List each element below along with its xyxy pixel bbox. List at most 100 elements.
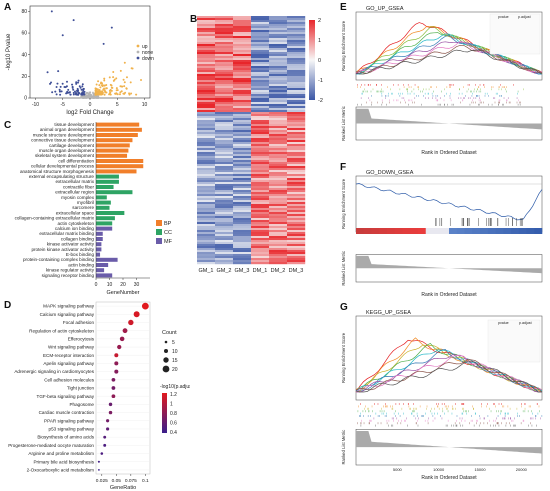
heatmap-cell: [197, 164, 216, 167]
heatmap-cell: [287, 186, 306, 189]
heatmap-cell: [197, 176, 216, 179]
heatmap-cell: [251, 164, 270, 167]
heatmap-cell: [197, 132, 216, 135]
heatmap-cell: [251, 220, 270, 223]
heatmap-cell: [233, 246, 252, 249]
heatmap-cell: [197, 180, 216, 183]
point-down: [56, 82, 59, 85]
dot: [141, 302, 149, 310]
heatmap-cell: [233, 252, 252, 255]
heatmap-cell: [197, 246, 216, 249]
heatmap-cell: [269, 54, 288, 57]
heatmap-cell: [287, 88, 306, 91]
heatmap-cell: [233, 144, 252, 147]
heatmap-cell: [287, 192, 306, 195]
heatmap-cell: [287, 80, 306, 83]
bar-category-label: tissue development: [54, 122, 94, 127]
dot: [119, 336, 125, 342]
heatmap-cell: [269, 128, 288, 131]
heatmap-cell: [215, 98, 234, 101]
heatmap-cell: [269, 194, 288, 197]
point-down: [78, 85, 81, 88]
heatmap-cell: [269, 132, 288, 135]
point-down: [55, 86, 58, 89]
heatmap-cell: [197, 94, 216, 97]
heatmap-cell: [215, 254, 234, 257]
heatmap-cell: [215, 188, 234, 191]
enrichment-curve: [355, 183, 543, 221]
enrichment-curve: [355, 41, 543, 75]
heatmap-cell: [197, 248, 216, 251]
heatmap-cell: [287, 48, 306, 51]
heatmap-cell: [287, 228, 306, 231]
heatmap-cell: [287, 262, 306, 265]
gsea-title: KEGG_UP_GSEA: [366, 310, 411, 316]
heatmap-cell: [197, 48, 216, 51]
dot: [106, 427, 110, 431]
heatmap-cell: [197, 102, 216, 105]
color-legend-label: 0.4: [170, 430, 177, 436]
heatmap-cell: [233, 166, 252, 169]
heatmap-cell: [251, 32, 270, 35]
legend-label: up: [142, 44, 148, 50]
heatmap-cell: [233, 16, 252, 19]
heatmap-cell: [269, 56, 288, 59]
heatmap-cell: [251, 196, 270, 199]
heatmap-cell: [269, 122, 288, 125]
heatmap-cell: [233, 188, 252, 191]
heatmap-cell: [269, 150, 288, 153]
point-down: [67, 88, 70, 91]
point-down: [58, 88, 61, 91]
heatmap-cell: [197, 74, 216, 77]
point-up: [112, 71, 115, 74]
heatmap-cell: [287, 244, 306, 247]
legend-label: CC: [164, 230, 172, 236]
stats-table: [487, 319, 541, 363]
x-tick-label: 15000: [474, 467, 486, 472]
heatmap-cell: [269, 196, 288, 199]
heatmap-cell: [197, 234, 216, 237]
heatmap-cell: [215, 48, 234, 51]
heatmap-cell: [251, 242, 270, 245]
bar-category-label: skeletal system development: [35, 153, 95, 158]
heatmap-cell: [215, 16, 234, 19]
heatmap-cell: [287, 152, 306, 155]
heatmap-cell: [215, 74, 234, 77]
heatmap-cell: [269, 228, 288, 231]
heatmap-cell: [287, 54, 306, 57]
ranked-metric-area: [356, 108, 542, 130]
dot: [100, 452, 104, 455]
point-down: [61, 34, 64, 37]
heatmap-cell: [251, 246, 270, 249]
heatmap-cell: [197, 66, 216, 69]
gsea-go-down-plot: GO_DOWN_GSEA Running Enrichment Score Rank…: [341, 170, 543, 298]
dot: [108, 410, 113, 415]
bar: [96, 179, 119, 184]
heatmap-cell: [287, 204, 306, 207]
heatmap-cell: [251, 250, 270, 253]
heatmap-cell: [287, 230, 306, 233]
heatmap-cell: [233, 102, 252, 105]
heatmap-cell: [287, 148, 306, 151]
x-tick-label: 20000: [516, 467, 528, 472]
heatmap-cell: [251, 140, 270, 143]
heatmap-cell: [215, 198, 234, 201]
heatmap-cell: [251, 52, 270, 55]
heatmap-cell: [269, 80, 288, 83]
point-up: [114, 92, 117, 95]
heatmap-cell: [233, 38, 252, 41]
heatmap-cell: [251, 122, 270, 125]
heatmap-cell: [197, 110, 216, 113]
x-tick-label: 0.075: [125, 478, 137, 484]
heatmap-cell: [215, 90, 234, 93]
heatmap-cell: [215, 100, 234, 103]
heatmap-cell: [215, 230, 234, 233]
heatmap-cell: [251, 210, 270, 213]
dot: [111, 386, 116, 390]
heatmap-cell: [287, 232, 306, 235]
rank-color-band: [441, 228, 450, 234]
heatmap-cell: [215, 130, 234, 133]
enrichment-curve: [355, 41, 543, 73]
point-up: [122, 92, 125, 95]
heatmap-cell: [287, 136, 306, 139]
